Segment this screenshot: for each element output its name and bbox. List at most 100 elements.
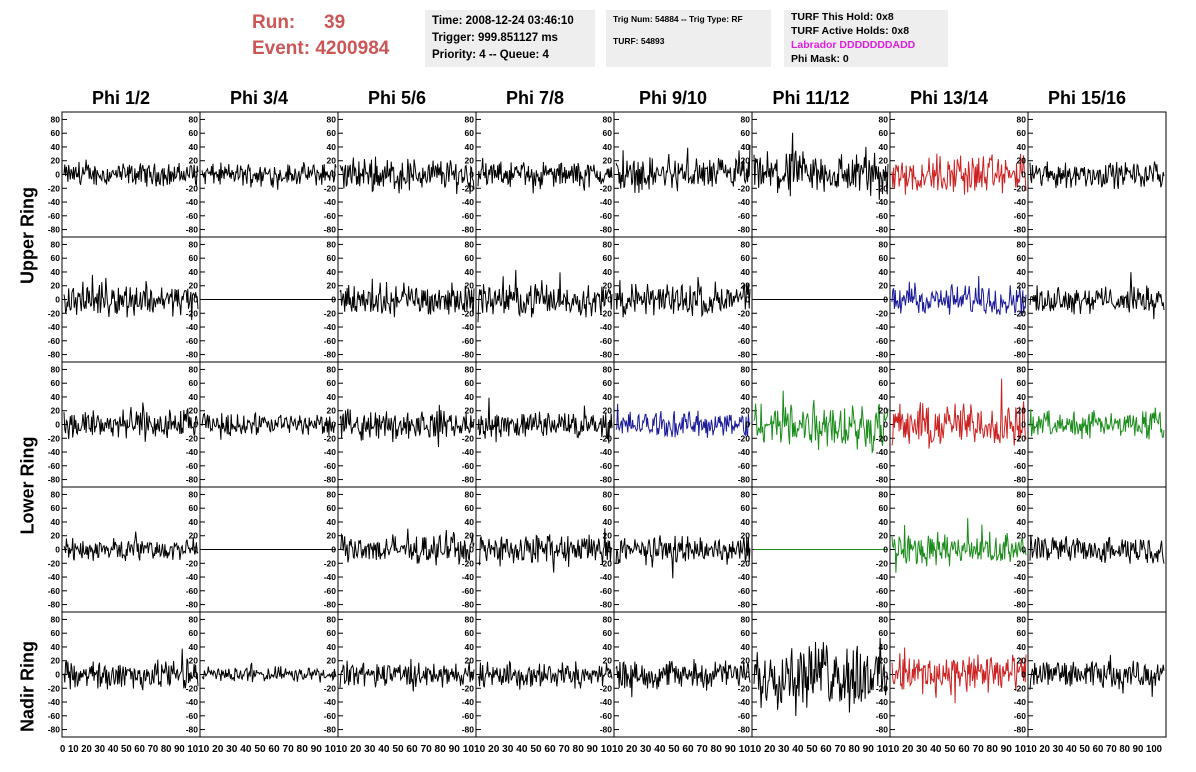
waveform-trace <box>477 528 613 573</box>
y-tick-label: 20 <box>327 281 337 291</box>
y-tick-label: 80 <box>327 489 337 499</box>
y-tick-label: 0 <box>607 670 612 680</box>
y-tick-label: -80 <box>738 475 751 485</box>
turf-hold-text: TURF This Hold: 0x8 <box>791 11 894 23</box>
y-tick-label: -20 <box>876 558 889 568</box>
y-tick-label: -20 <box>876 183 889 193</box>
waveform-trace <box>201 411 337 440</box>
y-tick-label: 40 <box>465 392 475 402</box>
y-tick-label: -60 <box>600 336 613 346</box>
y-tick-label: 40 <box>741 517 751 527</box>
waveform-panel-r4-c5: 80 60 40 20 0 -20 -40 -60 -80 <box>600 486 753 613</box>
y-tick-label: -40 <box>324 197 337 207</box>
y-tick-label: 20 <box>603 406 613 416</box>
y-tick-label: -20 <box>462 308 475 318</box>
y-tick-label: 60 <box>741 128 751 138</box>
y-tick-label: 40 <box>603 142 613 152</box>
y-tick-label: 80 <box>189 614 199 624</box>
y-tick-label: -40 <box>186 697 199 707</box>
y-tick-label: -40 <box>738 572 751 582</box>
x-tick-labels: 0 10 20 30 40 50 60 70 80 90 10 <box>60 744 198 755</box>
y-tick-label: 80 <box>465 114 475 124</box>
column-header-phi-1-2: Phi 1/2 <box>91 88 151 108</box>
y-tick-label: -80 <box>48 225 61 235</box>
y-tick-label: 0 <box>745 670 750 680</box>
y-tick-label: 0 <box>607 545 612 555</box>
y-tick-label: -60 <box>48 211 61 221</box>
waveform-trace <box>615 403 751 438</box>
y-tick-label: -60 <box>462 211 475 221</box>
y-tick-label: -20 <box>600 683 613 693</box>
y-tick-label: 80 <box>1017 364 1027 374</box>
y-tick-label: 80 <box>603 364 613 374</box>
waveform-panel-r3-c7: 80 60 40 20 0 -20 -40 -60 -80 <box>876 361 1029 488</box>
y-tick-label: 0 <box>55 670 60 680</box>
y-tick-label: -60 <box>600 586 613 596</box>
y-tick-label: 0 <box>193 420 198 430</box>
y-tick-label: -40 <box>324 697 337 707</box>
y-tick-label: 0 <box>1021 545 1026 555</box>
y-tick-label: 60 <box>465 128 475 138</box>
y-tick-label: 40 <box>879 267 889 277</box>
y-tick-label: 60 <box>603 128 613 138</box>
time-text: Time: 2008-12-24 03:46:10 <box>432 15 574 27</box>
y-tick-label: -20 <box>600 308 613 318</box>
y-tick-label: -60 <box>876 711 889 721</box>
column-header-phi-9-10: Phi 9/10 <box>638 88 708 108</box>
waveform-panel-r3-c4: 80 60 40 20 0 -20 -40 -60 -80 <box>462 361 615 488</box>
y-tick-label: 20 <box>51 156 61 166</box>
y-tick-label: 80 <box>51 114 61 124</box>
y-tick-label: -20 <box>48 558 61 568</box>
y-tick-label: 0 <box>331 420 336 430</box>
waveform-trace <box>1029 534 1165 564</box>
y-tick-label: 20 <box>189 281 199 291</box>
y-tick-label: 60 <box>51 628 61 638</box>
y-tick-label: 40 <box>879 642 889 652</box>
column-header-phi-7-8: Phi 7/8 <box>505 88 565 108</box>
waveform-trace <box>891 275 1027 317</box>
y-tick-label: -80 <box>324 225 337 235</box>
y-tick-label: -20 <box>48 433 61 443</box>
waveform-trace <box>63 159 199 188</box>
y-tick-label: -60 <box>462 711 475 721</box>
y-tick-label: 0 <box>883 545 888 555</box>
y-tick-label: -20 <box>324 558 337 568</box>
waveform-trace <box>477 269 613 323</box>
y-tick-label: 80 <box>189 239 199 249</box>
y-tick-label: 60 <box>603 503 613 513</box>
y-tick-label: -60 <box>738 586 751 596</box>
y-tick-label: 60 <box>327 503 337 513</box>
y-tick-label: 80 <box>879 489 889 499</box>
event-line: Event: 4200984 <box>252 36 389 62</box>
y-tick-label: -40 <box>462 197 475 207</box>
y-tick-label: 0 <box>607 295 612 305</box>
y-tick-label: -20 <box>186 683 199 693</box>
waveform-panel-r5-c5: 80 60 40 20 0 -20 -40 -60 -80 <box>600 611 753 738</box>
waveform-trace <box>339 278 475 318</box>
y-tick-label: 80 <box>465 614 475 624</box>
waveform-panel-r4-c3: 80 60 40 20 0 -20 -40 -60 -80 <box>324 486 477 613</box>
y-tick-label: -80 <box>600 475 613 485</box>
waveform-trace <box>615 659 751 698</box>
y-tick-label: 20 <box>603 531 613 541</box>
y-tick-label: 40 <box>603 392 613 402</box>
y-tick-label: 0 <box>193 170 198 180</box>
y-tick-label: 0 <box>331 295 336 305</box>
waveform-trace <box>891 153 1027 195</box>
y-tick-label: 40 <box>465 642 475 652</box>
y-tick-label: -80 <box>462 475 475 485</box>
y-tick-label: -20 <box>324 683 337 693</box>
y-tick-label: -40 <box>48 322 61 332</box>
y-tick-label: -80 <box>186 600 199 610</box>
y-tick-label: -80 <box>324 600 337 610</box>
y-tick-label: 40 <box>465 142 475 152</box>
y-tick-label: 80 <box>603 114 613 124</box>
y-tick-label: -20 <box>48 683 61 693</box>
column-headers: Phi 1/2 Phi 3/4 Phi 5/6 Phi 7/8 Phi 9/10… <box>0 86 1196 110</box>
y-tick-label: 20 <box>189 156 199 166</box>
y-tick-label: -40 <box>1014 322 1027 332</box>
waveform-panel-r2-c2: 80 60 40 20 0 -20 -40 -60 -80 <box>186 236 339 363</box>
waveform-panel-r4-c1: 80 60 40 20 0 -20 -40 -60 -80 <box>48 486 201 613</box>
waveform-trace <box>615 144 751 193</box>
